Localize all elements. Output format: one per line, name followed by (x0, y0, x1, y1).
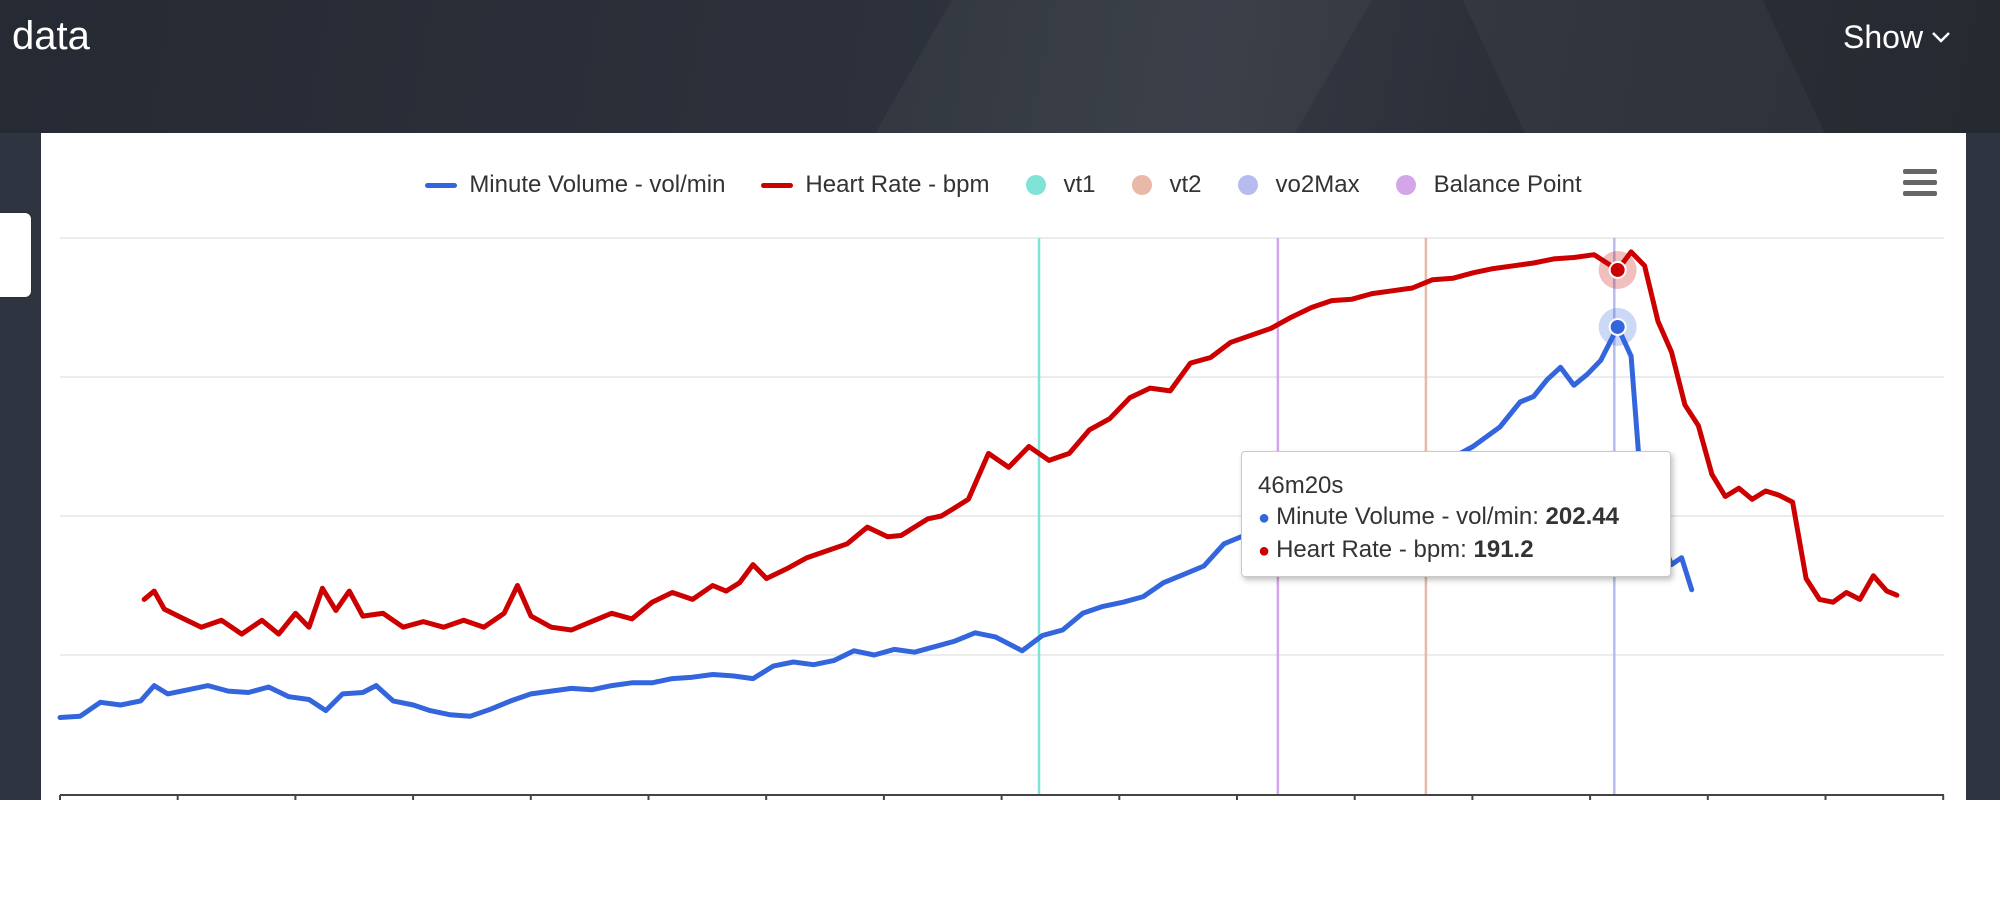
legend-item[interactable]: vo2Max (1237, 171, 1360, 199)
chart-legend: Minute Volume - vol/min Heart Rate - bpm v… (41, 171, 1966, 199)
tooltip-row-heart-rate: ● Heart Rate - bpm: 191.2 (1258, 534, 1654, 567)
legend-dot-icon (1025, 175, 1046, 195)
chart-plot (57, 237, 1945, 800)
show-label: Show (1843, 19, 1924, 55)
tooltip-label: Heart Rate - bpm: (1276, 536, 1474, 563)
legend-item[interactable]: Minute Volume - vol/min (425, 171, 725, 199)
legend-line-icon (761, 182, 794, 188)
show-dropdown-button[interactable]: Show (1843, 18, 1951, 56)
tooltip-row-minute-volume: ● Minute Volume - vol/min: 202.44 (1258, 501, 1654, 534)
tooltip-dot-icon: ● (1258, 540, 1271, 562)
tooltip-value: 202.44 (1545, 503, 1619, 530)
hamburger-menu-icon[interactable] (1903, 169, 1937, 199)
legend-dot-icon (1395, 175, 1416, 195)
legend-label: vt2 (1169, 171, 1202, 198)
legend-label: Balance Point (1433, 171, 1582, 198)
legend-label: vt1 (1063, 171, 1096, 198)
legend-label: vo2Max (1275, 171, 1360, 198)
legend-item[interactable]: vt1 (1025, 171, 1096, 199)
tooltip-title: 46m20s (1258, 472, 1344, 499)
chevron-down-icon (1932, 32, 1950, 43)
page-title: data (12, 14, 90, 58)
hover-point-minute-volume (1608, 317, 1627, 336)
legend-label: Heart Rate - bpm (805, 171, 990, 198)
tooltip-dot-icon: ● (1258, 507, 1271, 529)
side-panel-tab[interactable] (0, 213, 31, 297)
legend-label: Minute Volume - vol/min (469, 171, 726, 198)
legend-dot-icon (1237, 175, 1258, 195)
app-header: data Show (0, 0, 2000, 133)
legend-item[interactable]: Balance Point (1395, 171, 1582, 199)
legend-dot-icon (1131, 175, 1152, 195)
hover-point-heart-rate (1608, 260, 1627, 279)
series-line-minute-volume (57, 324, 1695, 720)
chart-card: Minute Volume - vol/min Heart Rate - bpm v… (41, 133, 1966, 800)
legend-line-icon (425, 182, 458, 188)
header-background-shape (1449, 0, 1852, 133)
legend-item[interactable]: vt2 (1131, 171, 1202, 199)
series-line-heart-rate (141, 249, 1900, 637)
tooltip-label: Minute Volume - vol/min: (1276, 503, 1546, 530)
chart-tooltip: 46m20s ● Minute Volume - vol/min: 202.44 … (1241, 451, 1671, 577)
right-panel-edge (1966, 133, 2000, 800)
legend-item[interactable]: Heart Rate - bpm (761, 171, 990, 199)
tooltip-value: 191.2 (1473, 536, 1534, 563)
header-background-shape (825, 0, 1395, 133)
